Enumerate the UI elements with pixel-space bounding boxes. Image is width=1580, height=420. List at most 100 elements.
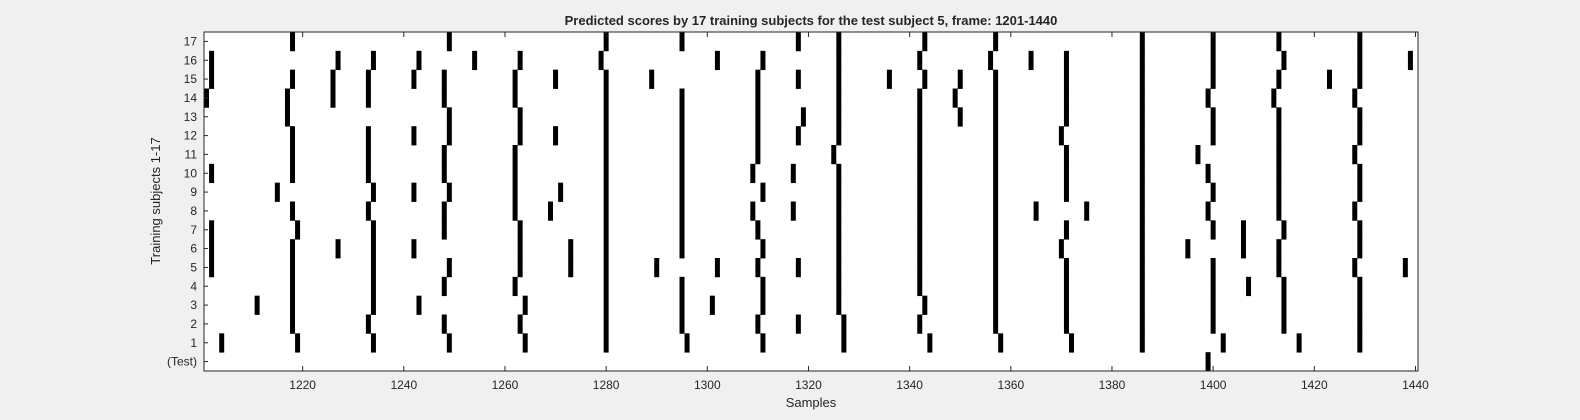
raster-mark	[755, 126, 761, 146]
raster-mark	[290, 126, 296, 146]
raster-mark	[603, 163, 609, 184]
raster-mark	[679, 295, 685, 315]
raster-mark	[522, 333, 528, 353]
raster-mark	[290, 32, 296, 52]
raster-mark	[1205, 352, 1211, 372]
raster-mark	[1139, 88, 1145, 108]
raster-mark	[603, 126, 609, 146]
raster-mark	[446, 182, 452, 202]
raster-mark	[370, 182, 376, 202]
raster-mark	[836, 107, 842, 127]
raster-mark	[1058, 126, 1064, 146]
raster-mark	[714, 50, 720, 71]
raster-mark	[917, 220, 923, 240]
raster-mark	[1276, 182, 1282, 202]
raster-mark	[1063, 50, 1069, 71]
y-tick-label: 14	[184, 91, 198, 105]
raster-mark	[219, 333, 225, 353]
raster-mark	[411, 239, 417, 259]
y-tick-label: 13	[184, 110, 198, 124]
raster-mark	[1210, 32, 1216, 52]
raster-mark	[209, 258, 215, 278]
raster-mark	[917, 314, 923, 334]
x-tick-label: 1320	[795, 378, 822, 392]
raster-mark	[441, 145, 447, 165]
raster-mark	[1063, 276, 1069, 297]
raster-mark	[603, 32, 609, 52]
raster-mark	[679, 88, 685, 108]
raster-mark	[836, 126, 842, 146]
raster-mark	[709, 295, 715, 315]
raster-mark	[1063, 145, 1069, 165]
raster-mark	[1276, 145, 1282, 165]
raster-mark	[1352, 145, 1358, 165]
x-tick-label: 1420	[1301, 378, 1328, 392]
raster-mark	[1281, 276, 1287, 297]
raster-mark	[441, 314, 447, 334]
raster-mark	[290, 145, 296, 165]
y-tick-label: 4	[190, 279, 197, 293]
raster-mark	[795, 126, 801, 146]
raster-mark	[370, 239, 376, 259]
raster-mark	[330, 88, 336, 108]
raster-mark	[517, 126, 523, 146]
raster-mark	[446, 126, 452, 146]
raster-mark	[370, 333, 376, 353]
raster-mark	[1063, 163, 1069, 184]
raster-mark	[1276, 239, 1282, 259]
raster-mark	[679, 182, 685, 202]
raster-mark	[365, 69, 371, 89]
raster-mark	[795, 314, 801, 334]
raster-mark	[1352, 88, 1358, 108]
raster-mark	[598, 50, 604, 71]
raster-mark	[1205, 88, 1211, 108]
raster-mark	[755, 258, 761, 278]
raster-mark	[1357, 314, 1363, 334]
raster-mark	[1139, 126, 1145, 146]
raster-mark	[1139, 295, 1145, 315]
y-tick-label: 16	[184, 53, 198, 67]
x-axis: 1220 1240 1260 1280 1300 1320 1340 1360 1380 1400…	[289, 32, 1429, 392]
raster-mark	[760, 295, 766, 315]
raster-mark	[517, 107, 523, 127]
raster-mark	[679, 201, 685, 221]
raster-mark	[517, 239, 523, 259]
raster-mark	[679, 107, 685, 127]
raster-mark	[1058, 239, 1064, 259]
raster-mark	[1357, 220, 1363, 240]
raster-mark	[831, 145, 837, 165]
raster-mark	[922, 295, 928, 315]
raster-mark	[755, 69, 761, 89]
raster-mark	[290, 201, 296, 221]
raster-mark	[993, 182, 999, 202]
raster-mark	[1357, 239, 1363, 259]
raster-mark	[755, 220, 761, 240]
raster-mark	[553, 126, 559, 146]
raster-mark	[1063, 314, 1069, 334]
raster-mark	[558, 182, 564, 202]
raster-mark	[365, 88, 371, 108]
raster-mark	[679, 32, 685, 52]
raster-mark	[335, 239, 341, 259]
raster-mark	[836, 50, 842, 71]
y-tick-label: 1	[190, 336, 197, 350]
raster-mark	[679, 276, 685, 297]
raster-mark	[760, 333, 766, 353]
raster-mark	[209, 50, 215, 71]
y-tick-label: (Test)	[167, 355, 197, 369]
raster-mark	[209, 163, 215, 184]
raster-mark	[1210, 258, 1216, 278]
y-tick-label: 12	[184, 129, 198, 143]
raster-mark	[760, 276, 766, 297]
raster-mark	[1281, 220, 1287, 240]
raster-mark	[446, 258, 452, 278]
raster-mark	[517, 220, 523, 240]
raster-mark	[836, 182, 842, 202]
raster-mark	[1205, 163, 1211, 184]
raster-mark	[1357, 126, 1363, 146]
raster-mark	[446, 333, 452, 353]
raster-mark	[795, 258, 801, 278]
raster-mark	[411, 69, 417, 89]
raster-mark	[917, 239, 923, 259]
raster-mark	[1357, 50, 1363, 71]
